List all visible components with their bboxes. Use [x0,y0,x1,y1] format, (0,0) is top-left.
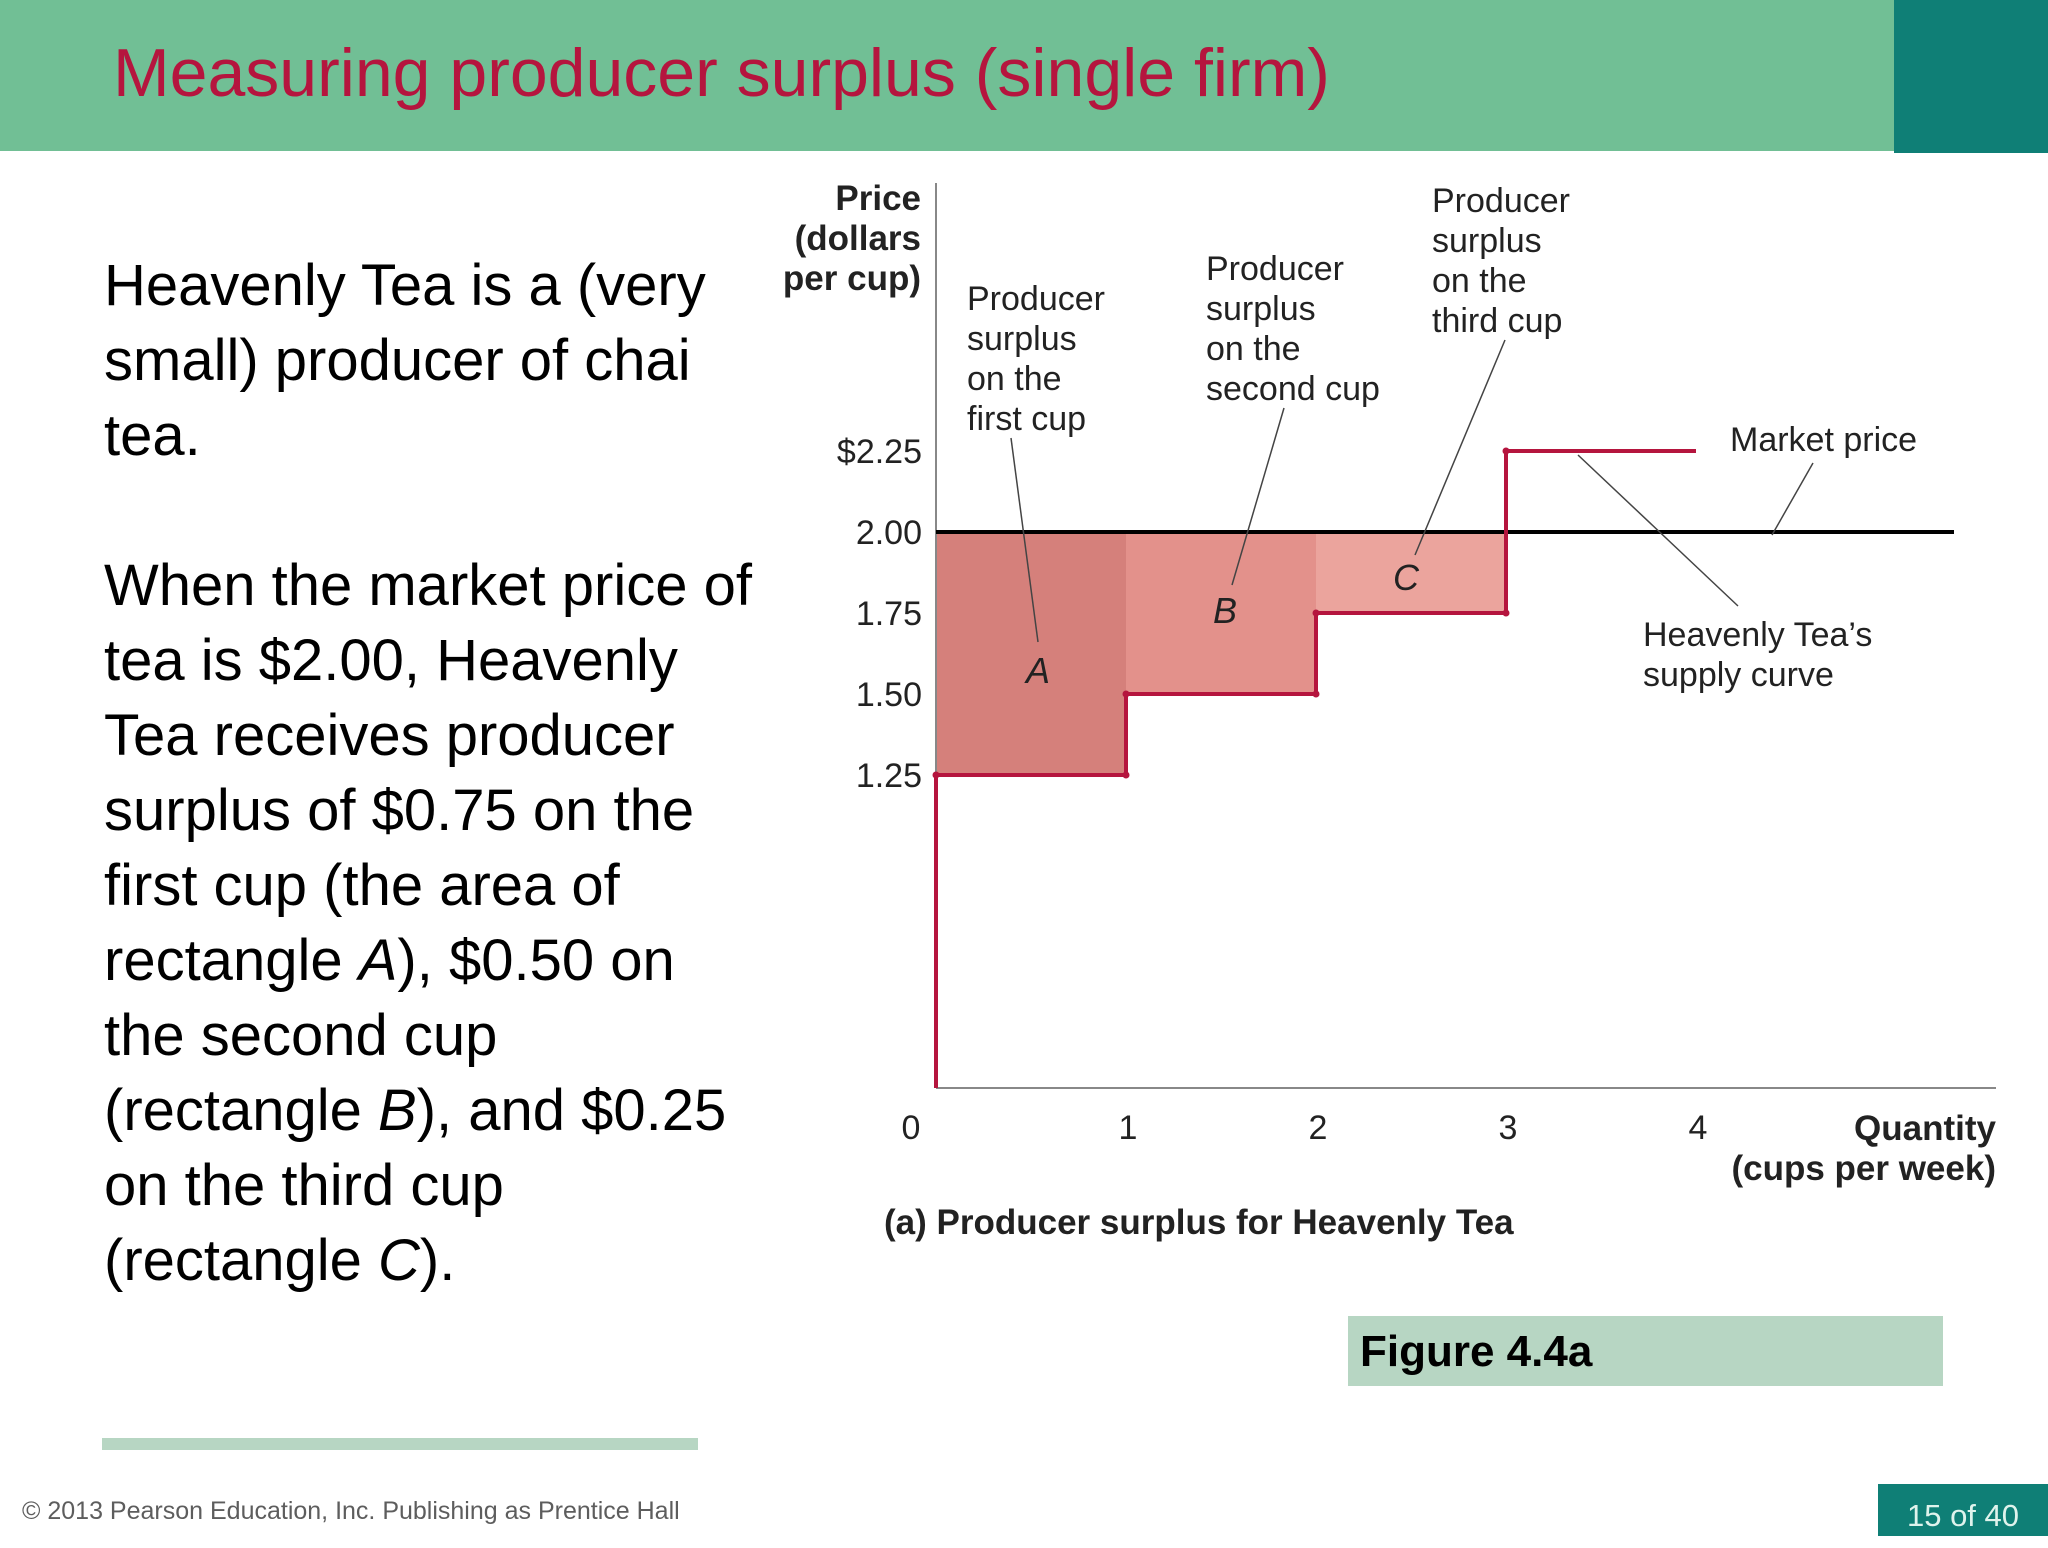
paragraph-intro: Heavenly Tea is a (very small) producer … [104,253,706,468]
leader-line-first-cup [1010,437,1039,643]
text-segment: ). [419,1228,456,1293]
y-tick-label: 2.00 [856,514,922,552]
paragraph-explanation: When the market price of tea is $2.00, H… [104,548,764,1298]
x-tick-label: 1 [1119,1109,1138,1147]
supply-step-point [1312,609,1320,617]
annotation-first-cup: first cup [967,400,1086,438]
annotation-second-cup: surplus [1206,290,1316,328]
annotation-third-cup: third cup [1432,302,1562,340]
footer-rule [102,1438,698,1450]
surplus-rect-label-a: A [1024,650,1050,691]
rect-ref-a: A [358,928,398,993]
annotation-first-cup: surplus [967,320,1077,358]
copyright: © 2013 Pearson Education, Inc. Publishin… [22,1497,680,1525]
annotation-second-cup: on the [1206,330,1301,368]
y-tick-label: $2.25 [837,433,922,471]
annotation-second-cup: second cup [1206,370,1380,408]
y-tick-label: 1.50 [856,676,922,714]
annotation-supply-curve: supply curve [1643,656,1834,694]
surplus-rect-a [936,532,1126,775]
figure-label: Figure 4.4a [1348,1316,1943,1386]
slide-title: Measuring producer surplus (single firm) [113,35,1330,111]
page-number: 15 of 40 [1878,1484,2048,1536]
text-segment: When the market price of tea is $2.00, H… [104,553,752,993]
surplus-rect-c [1316,532,1506,613]
title-bar [0,0,1894,151]
surplus-rect-label-c: C [1393,557,1420,598]
leader-line-second-cup [1231,407,1285,586]
supply-step-point [1502,609,1510,617]
surplus-rect-label-b: B [1213,590,1237,631]
chart-caption: (a) Producer surplus for Heavenly Tea [884,1203,1514,1242]
rect-ref-c: C [378,1228,420,1293]
slide-body-text: Heavenly Tea is a (very small) producer … [104,248,764,1298]
leader-line-third-cup [1414,339,1506,556]
x-axis-title: Quantity [1854,1109,1996,1148]
annotation-market-price: Market price [1730,421,1917,459]
rect-ref-b: B [378,1078,417,1143]
title-accent-block [1894,0,2048,153]
text-segment: ), and $0.25 on the third cup (rectangle [104,1078,727,1293]
x-tick-label: 3 [1499,1109,1518,1147]
supply-step-point [1502,447,1510,455]
y-tick-label: 1.25 [856,757,922,795]
annotation-third-cup: Producer [1432,182,1570,220]
supply-step-point [1122,771,1130,779]
annotation-first-cup: Producer [967,280,1105,318]
annotation-supply-curve: Heavenly Tea’s [1643,616,1872,654]
x-tick-label: 2 [1309,1109,1328,1147]
annotation-third-cup: on the [1432,262,1527,300]
supply-step-point [932,771,940,779]
x-axis-title: (cups per week) [1731,1149,1996,1188]
supply-step-point [1312,690,1320,698]
annotation-second-cup: Producer [1206,250,1344,288]
x-tick-label: 4 [1689,1109,1708,1147]
y-tick-label: 1.75 [856,595,922,633]
annotation-third-cup: surplus [1432,222,1542,260]
figure-label-text: Figure 4.4a [1360,1327,1593,1376]
y-axis-title: per cup) [783,259,921,298]
supply-step-point [1122,690,1130,698]
y-axis-title: Price [835,179,921,218]
x-tick-label: 0 [902,1109,921,1147]
surplus-rect-b [1126,532,1316,694]
y-axis-title: (dollars [795,219,921,258]
leader-line-supply-curve [1577,454,1739,607]
annotation-first-cup: on the [967,360,1062,398]
text-segment: ), $0.50 on the second cup (rectangle [104,928,675,1143]
leader-line-market-price [1771,462,1814,536]
